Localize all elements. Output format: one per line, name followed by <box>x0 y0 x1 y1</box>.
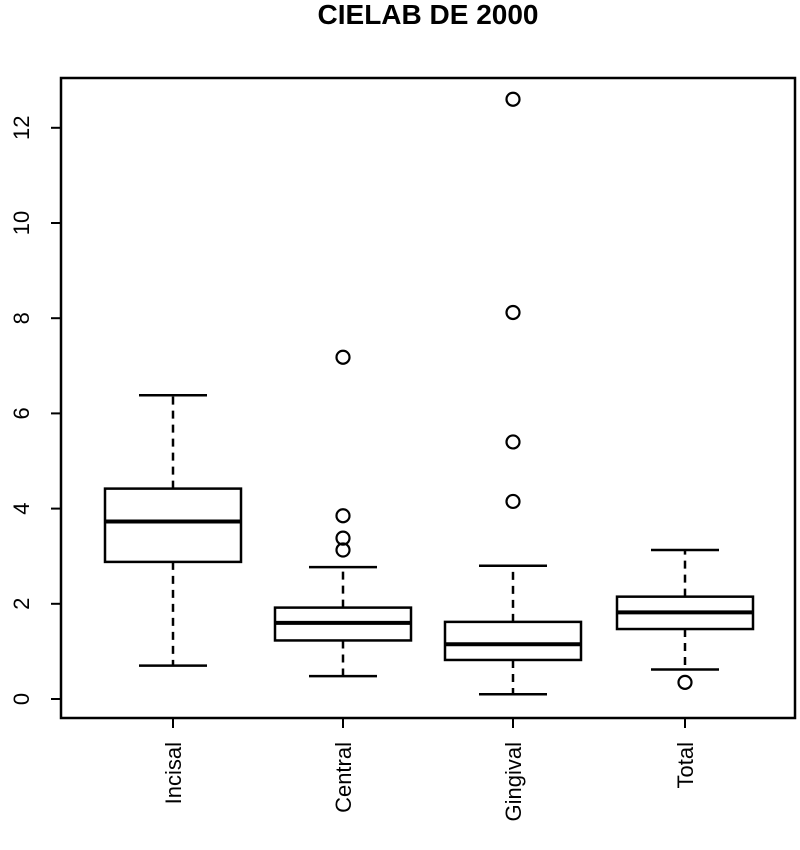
chart-title: CIELAB DE 2000 <box>318 0 539 30</box>
y-axis: 0 2 4 6 8 10 12 <box>9 116 62 705</box>
outlier-point <box>335 530 351 546</box>
x-tick-label: Incisal <box>161 742 186 804</box>
x-axis: Incisal Central Gingival Total <box>161 717 698 821</box>
iqr-box <box>443 620 583 662</box>
y-tick-label: 10 <box>9 211 34 235</box>
y-tick-label: 4 <box>9 502 34 514</box>
outlier-point <box>505 493 521 510</box>
y-tick-label: 2 <box>9 598 34 610</box>
outlier-point <box>505 91 521 107</box>
boxes-group <box>103 91 755 696</box>
outlier-point <box>335 349 351 365</box>
box-total <box>615 548 755 690</box>
y-tick-label: 6 <box>9 407 34 419</box>
box-central <box>273 349 413 678</box>
x-tick-label: Gingival <box>501 742 526 821</box>
box-incisal <box>103 394 243 667</box>
x-tick-label: Central <box>331 742 356 813</box>
outlier-point <box>505 434 521 450</box>
y-tick-label: 0 <box>9 693 34 705</box>
outlier-point <box>335 508 351 524</box>
iqr-box <box>103 487 243 564</box>
box-gingival <box>443 91 583 696</box>
outlier-point <box>677 674 693 690</box>
y-tick-label: 12 <box>9 116 34 140</box>
outlier-point <box>505 304 521 321</box>
x-tick-label: Total <box>673 742 698 788</box>
y-tick-label: 8 <box>9 312 34 324</box>
